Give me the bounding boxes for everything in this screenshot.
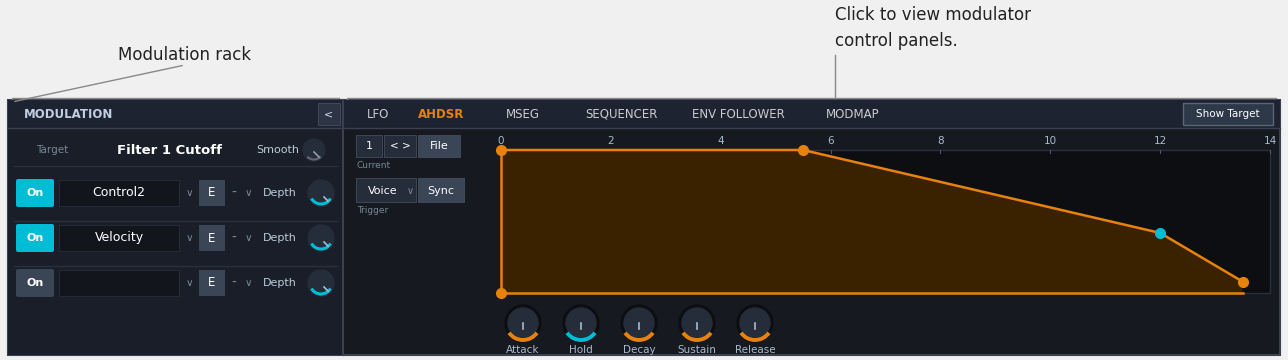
Text: Depth: Depth xyxy=(263,278,296,288)
Text: 6: 6 xyxy=(827,136,833,146)
FancyBboxPatch shape xyxy=(419,178,464,202)
Circle shape xyxy=(507,308,538,338)
FancyBboxPatch shape xyxy=(1182,103,1273,125)
FancyBboxPatch shape xyxy=(8,100,1280,355)
FancyBboxPatch shape xyxy=(59,225,179,251)
FancyBboxPatch shape xyxy=(59,270,179,296)
Text: Smooth: Smooth xyxy=(256,145,299,155)
Circle shape xyxy=(621,305,657,341)
Text: 10: 10 xyxy=(1043,136,1057,146)
Text: < >: < > xyxy=(390,141,411,151)
Text: Release: Release xyxy=(734,345,775,355)
Text: Velocity: Velocity xyxy=(94,231,143,244)
Text: ∨: ∨ xyxy=(185,188,193,198)
Text: Filter 1 Cutoff: Filter 1 Cutoff xyxy=(117,144,223,157)
Text: Decay: Decay xyxy=(622,345,656,355)
Text: -: - xyxy=(231,231,236,245)
Text: Sync: Sync xyxy=(428,186,455,196)
Text: 2: 2 xyxy=(608,136,614,146)
Text: File: File xyxy=(430,141,448,151)
Text: On: On xyxy=(26,233,44,243)
Text: MODMAP: MODMAP xyxy=(826,108,880,121)
Circle shape xyxy=(623,308,654,338)
Circle shape xyxy=(741,308,770,338)
FancyBboxPatch shape xyxy=(200,180,225,206)
Text: 14: 14 xyxy=(1264,136,1276,146)
Text: SEQUENCER: SEQUENCER xyxy=(585,108,657,121)
Text: On: On xyxy=(26,278,44,288)
Polygon shape xyxy=(501,150,1243,293)
Text: ∨: ∨ xyxy=(245,278,252,288)
Text: E: E xyxy=(209,276,215,289)
Text: 0: 0 xyxy=(497,136,504,146)
FancyBboxPatch shape xyxy=(200,225,225,251)
FancyBboxPatch shape xyxy=(15,269,54,297)
Text: ∨: ∨ xyxy=(185,233,193,243)
Text: AHDSR: AHDSR xyxy=(417,108,464,121)
FancyBboxPatch shape xyxy=(200,270,225,296)
Circle shape xyxy=(679,305,715,341)
Text: Current: Current xyxy=(357,161,392,170)
Circle shape xyxy=(737,305,773,341)
Text: E: E xyxy=(209,186,215,199)
Text: Target: Target xyxy=(36,145,68,155)
FancyBboxPatch shape xyxy=(501,150,1270,293)
Text: Show Target: Show Target xyxy=(1197,109,1260,119)
Circle shape xyxy=(303,139,325,161)
Circle shape xyxy=(563,305,599,341)
Text: 1: 1 xyxy=(366,141,372,151)
Text: MODULATION: MODULATION xyxy=(24,108,113,121)
Text: 4: 4 xyxy=(717,136,724,146)
Text: LFO: LFO xyxy=(367,108,389,121)
Text: ∨: ∨ xyxy=(245,233,252,243)
FancyBboxPatch shape xyxy=(8,100,343,355)
FancyBboxPatch shape xyxy=(318,103,340,125)
Text: ENV FOLLOWER: ENV FOLLOWER xyxy=(692,108,784,121)
FancyBboxPatch shape xyxy=(15,224,54,252)
FancyBboxPatch shape xyxy=(355,135,383,157)
Text: Modulation rack: Modulation rack xyxy=(118,46,251,64)
Text: MSEG: MSEG xyxy=(506,108,540,121)
Text: Hold: Hold xyxy=(569,345,592,355)
FancyBboxPatch shape xyxy=(8,100,1280,128)
FancyBboxPatch shape xyxy=(15,179,54,207)
Text: Trigger: Trigger xyxy=(357,206,388,215)
Text: -: - xyxy=(231,186,236,200)
Text: Click to view modulator
control panels.: Click to view modulator control panels. xyxy=(835,6,1030,49)
Text: Voice: Voice xyxy=(368,186,398,196)
Text: ∨: ∨ xyxy=(185,278,193,288)
Text: ∨: ∨ xyxy=(407,186,415,196)
Text: On: On xyxy=(26,188,44,198)
Text: ∨: ∨ xyxy=(245,188,252,198)
FancyBboxPatch shape xyxy=(355,178,416,202)
FancyBboxPatch shape xyxy=(419,135,460,157)
Circle shape xyxy=(505,305,541,341)
FancyBboxPatch shape xyxy=(59,180,179,206)
Circle shape xyxy=(683,308,712,338)
Text: E: E xyxy=(209,231,215,244)
Text: Sustain: Sustain xyxy=(677,345,716,355)
Text: Depth: Depth xyxy=(263,233,296,243)
Text: -: - xyxy=(231,276,236,290)
Circle shape xyxy=(308,270,334,296)
Text: Attack: Attack xyxy=(506,345,540,355)
FancyBboxPatch shape xyxy=(384,135,416,157)
Text: 12: 12 xyxy=(1154,136,1167,146)
Text: Control2: Control2 xyxy=(93,186,146,199)
Text: <: < xyxy=(325,109,334,119)
Text: Depth: Depth xyxy=(263,188,296,198)
Circle shape xyxy=(565,308,596,338)
Text: 8: 8 xyxy=(938,136,944,146)
Circle shape xyxy=(308,225,334,251)
Circle shape xyxy=(308,180,334,206)
